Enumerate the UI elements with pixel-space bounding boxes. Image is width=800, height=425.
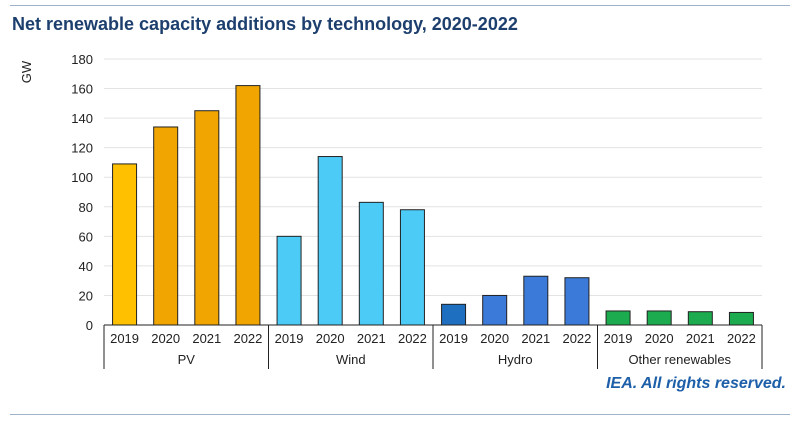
bar-wind-2021	[358, 201, 384, 326]
group-label: Hydro	[498, 352, 533, 367]
bar-hydro-2020	[482, 294, 508, 326]
bottom-rule	[10, 414, 790, 415]
bar-hydro-2021	[523, 275, 549, 326]
bar-other-renewables-2020	[646, 310, 672, 326]
bar-pv-2021	[194, 110, 220, 326]
bar-wind-2019	[276, 235, 302, 326]
x-tick-label: 2021	[192, 331, 221, 346]
bar-wind-2022	[399, 209, 425, 326]
y-tick-label: 80	[79, 200, 93, 215]
y-tick-label: 140	[71, 111, 93, 126]
y-tick-label: 20	[79, 288, 93, 303]
x-tick-label: 2020	[151, 331, 180, 346]
credit-text: IEA. All rights reserved.	[606, 375, 786, 392]
x-tick-label: 2021	[686, 331, 715, 346]
y-axis-label: GW	[19, 60, 34, 83]
bar-hydro-2019	[441, 303, 467, 326]
y-tick-label: 120	[71, 141, 93, 156]
bar-other-renewables-2021	[687, 311, 713, 326]
bar-pv-2022	[235, 85, 261, 326]
x-tick-label: 2022	[233, 331, 262, 346]
y-tick-label: 40	[79, 259, 93, 274]
x-tick-label: 2019	[275, 331, 304, 346]
bar-hydro-2022	[564, 277, 590, 326]
bar-pv-2019	[112, 163, 138, 326]
bar-pv-2020	[153, 126, 179, 326]
top-rule	[10, 5, 790, 6]
group-label: Other renewables	[628, 352, 731, 367]
x-tick-label: 2022	[727, 331, 756, 346]
x-tick-label: 2019	[604, 331, 633, 346]
group-label: Wind	[336, 352, 366, 367]
bar-wind-2020	[317, 156, 343, 326]
x-tick-label: 2022	[562, 331, 591, 346]
y-tick-label: 0	[86, 318, 93, 333]
bar-other-renewables-2022	[728, 311, 754, 326]
chart-title: Net renewable capacity additions by tech…	[12, 14, 518, 34]
x-tick-label: 2021	[521, 331, 550, 346]
x-tick-label: 2020	[645, 331, 674, 346]
group-label: PV	[178, 352, 196, 367]
y-tick-label: 60	[79, 229, 93, 244]
x-tick-label: 2019	[439, 331, 468, 346]
x-tick-label: 2020	[480, 331, 509, 346]
x-tick-label: 2022	[398, 331, 427, 346]
x-tick-label: 2020	[316, 331, 345, 346]
x-tick-label: 2019	[110, 331, 139, 346]
x-tick-label: 2021	[357, 331, 386, 346]
y-tick-label: 100	[71, 170, 93, 185]
bar-other-renewables-2019	[605, 310, 631, 326]
y-tick-label: 180	[71, 52, 93, 67]
y-tick-label: 160	[71, 82, 93, 97]
